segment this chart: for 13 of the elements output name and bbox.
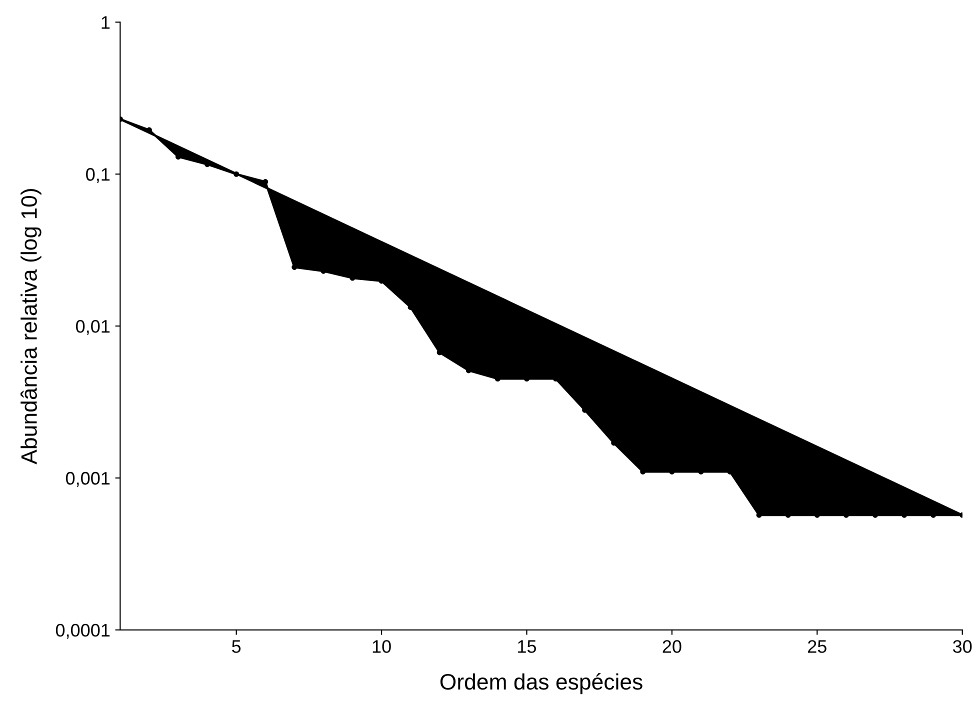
y-tick-label: 0,0001 <box>56 624 110 639</box>
x-tick-label: 10 <box>372 640 391 653</box>
y-axis-title: Abundância relativa (log 10) <box>20 189 42 464</box>
y-tick-label: 1 <box>102 16 110 29</box>
x-axis-title: Ordem das espécies <box>440 673 642 694</box>
y-tick-label: 0,001 <box>66 472 110 487</box>
x-tick-label: 25 <box>808 640 826 653</box>
x-tick-label: 30 <box>952 640 972 653</box>
y-tick-label: 0,01 <box>76 320 110 335</box>
y-tick-label: 0,1 <box>86 168 110 183</box>
x-tick-label: 20 <box>662 640 682 653</box>
x-tick-label: 5 <box>232 640 241 653</box>
x-tick-label: 15 <box>518 640 536 653</box>
